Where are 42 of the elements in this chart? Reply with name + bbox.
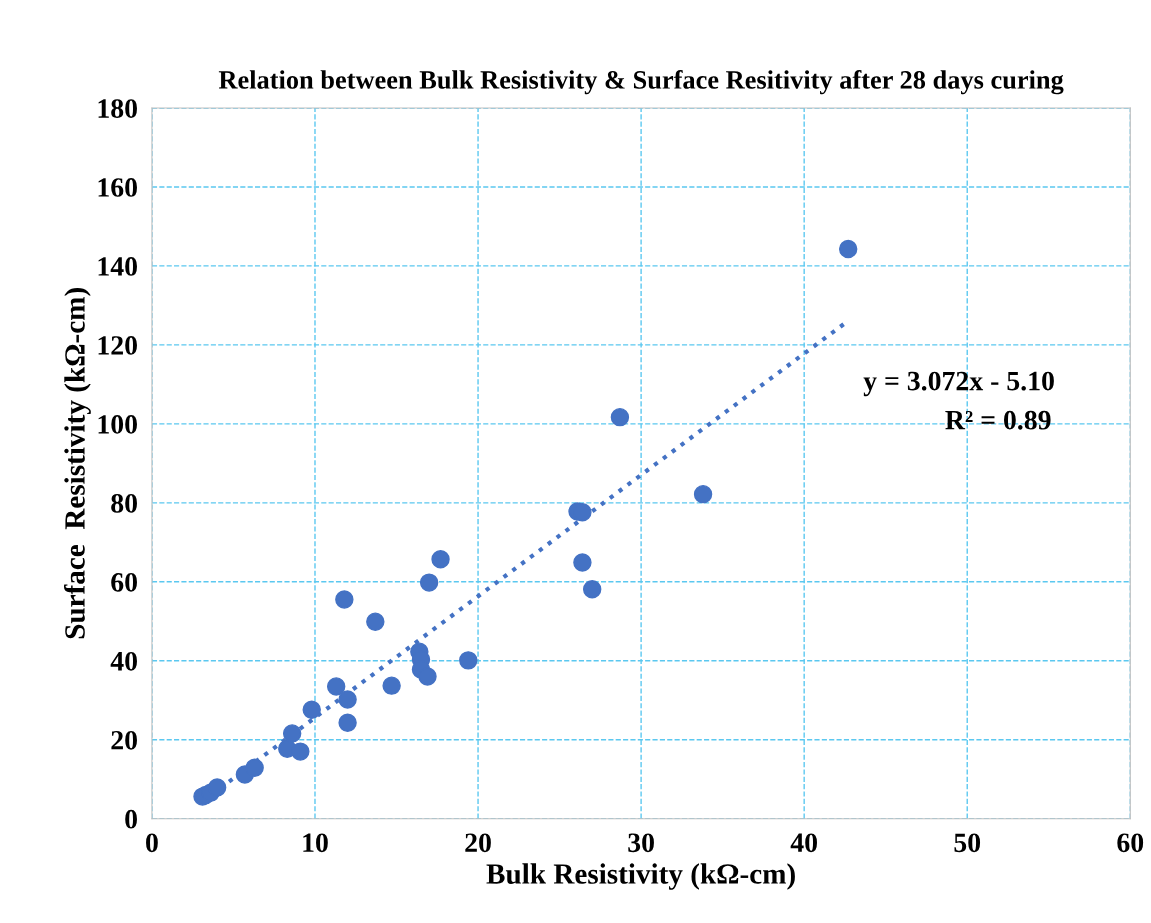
x-tick-label: 20 <box>465 833 491 853</box>
point <box>338 713 357 732</box>
point <box>610 407 630 427</box>
point <box>582 580 602 599</box>
y-tick-label: 180 <box>98 99 137 118</box>
point <box>291 742 310 761</box>
x-tick-label: 0 <box>146 833 158 853</box>
x-tick-label: 60 <box>1117 833 1144 853</box>
point <box>338 690 357 709</box>
y-tick-label: 0 <box>125 809 137 829</box>
y-tick-label: 100 <box>98 415 137 434</box>
y-tick-label: 140 <box>98 257 137 276</box>
x-tick-label: 10 <box>303 833 328 853</box>
point <box>419 573 439 592</box>
y-tick-label: 120 <box>98 336 137 355</box>
annotation: R² = 0.89 <box>945 410 1051 430</box>
chart-title: Relation between Bulk Resistivity & Surface Resitivity after 28 days curing <box>218 69 1064 95</box>
x-tick-label: 30 <box>628 833 654 853</box>
y-tick-label: 80 <box>111 494 137 513</box>
point <box>573 553 592 572</box>
y-tick-label: 60 <box>111 572 137 592</box>
point <box>459 651 478 670</box>
point <box>282 724 302 743</box>
point <box>838 239 858 259</box>
annotation: y = 3.072x - 5.10 <box>863 371 1054 397</box>
y-tick-label: 40 <box>110 651 137 671</box>
point <box>418 667 437 686</box>
point <box>245 758 264 777</box>
point <box>431 550 450 569</box>
x-axis-title: Bulk Resistivity (kΩ-cm) <box>486 863 795 890</box>
y-tick-label: 20 <box>111 730 137 750</box>
point <box>302 700 321 719</box>
y-tick-label: 160 <box>98 178 137 197</box>
point <box>207 778 227 797</box>
y-axis-title: Surface Resistivity (kΩ-cm) <box>63 288 91 639</box>
x-tick-label: 40 <box>790 833 817 853</box>
point <box>335 590 354 609</box>
point <box>693 484 713 504</box>
x-tick-label: 50 <box>954 833 981 853</box>
point <box>366 612 385 631</box>
point <box>326 677 346 696</box>
point <box>382 676 401 695</box>
